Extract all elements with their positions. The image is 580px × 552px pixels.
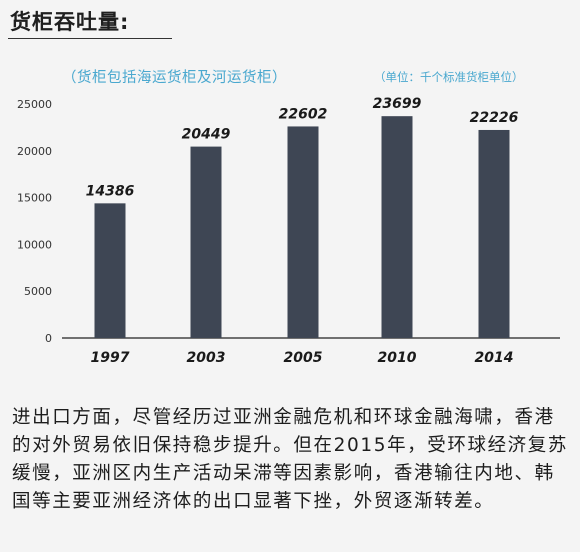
bar-2014 (478, 129, 510, 338)
y-tick-label: 10000 (17, 238, 52, 251)
y-tick-label: 15000 (17, 192, 52, 205)
y-tick-label: 20000 (17, 145, 52, 158)
bar-2010 (381, 116, 413, 338)
y-tick-label: 25000 (17, 98, 52, 111)
bar-value-label: 20449 (182, 127, 231, 143)
chart-subtitle: （货柜包括海运货柜及河运货柜） (62, 70, 287, 86)
x-tick-label: 1997 (91, 350, 130, 366)
bar-2003 (190, 146, 222, 338)
x-tick-label: 2010 (378, 350, 417, 366)
bar-chart: 0 5000 10000 15000 20000 25000 14386 20449 2260… (17, 96, 560, 366)
bar-2005 (287, 126, 319, 338)
x-tick-label: 2014 (475, 350, 514, 366)
bar-1997 (94, 203, 126, 338)
x-tick-label: 2005 (284, 350, 323, 366)
bar-value-label: 14386 (86, 183, 135, 199)
bar-value-label: 22226 (470, 110, 519, 126)
bar-value-label: 22602 (279, 106, 328, 122)
unit-note: （单位：千个标准货柜单位） (374, 70, 524, 84)
heading-underline (8, 38, 172, 39)
chart-heading: 货柜吞吐量: (10, 10, 130, 34)
body-paragraph: 进出口方面，尽管经历过亚洲金融危机和环球金融海啸，香港的对外贸易依旧保持稳步提升… (12, 407, 568, 512)
x-tick-label: 2003 (187, 350, 226, 366)
y-tick-label: 0 (45, 332, 52, 345)
y-tick-label: 5000 (24, 285, 52, 298)
bar-value-label: 23699 (373, 96, 422, 112)
